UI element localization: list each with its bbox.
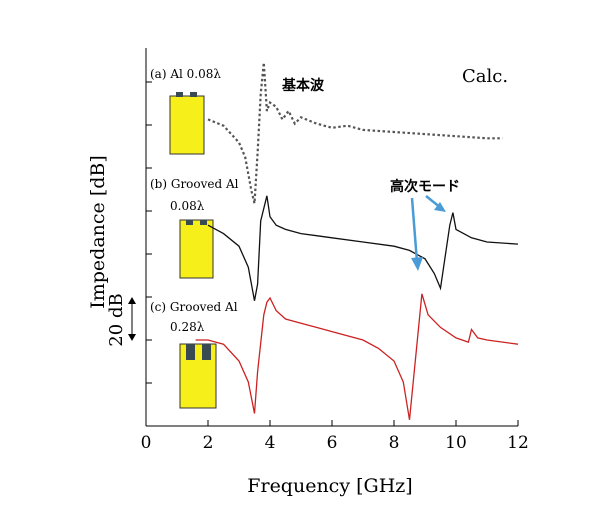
x-tick-label: 8 (389, 433, 400, 453)
annotation-fundamental: 基本波 (282, 77, 325, 94)
x-tick-label: 2 (203, 433, 214, 453)
scale-bar-arrow-down (128, 334, 136, 341)
x-tick-label: 10 (445, 433, 467, 453)
device-schematic-b-icon (179, 219, 214, 279)
x-tick-label: 4 (265, 433, 276, 453)
device-schematic-c-icon (179, 343, 217, 409)
series-curves (195, 62, 519, 420)
x-tick-label: 12 (507, 433, 529, 453)
annotation-higher-mode: 高次モード (390, 178, 460, 195)
series-label-c-line1: (c) Grooved Al (150, 300, 238, 314)
series-line-b (207, 195, 519, 301)
series-label-b-line2: 0.08λ (170, 199, 205, 213)
scale-bar: 20 dB (106, 293, 136, 347)
x-ticks: 0 2 4 6 8 10 12 (141, 420, 529, 453)
x-axis-label: Frequency [GHz] (247, 475, 412, 497)
scale-bar-label: 20 dB (106, 293, 127, 346)
y-ticks (146, 81, 152, 427)
y-axis-label: Impedance [dB] (87, 155, 109, 309)
corner-label: Calc. (462, 66, 508, 87)
series-label-c-line2: 0.28λ (170, 320, 205, 334)
higher-mode-arrow-1 (410, 197, 423, 271)
x-tick-label: 0 (141, 433, 152, 453)
series-label-b-line1: (b) Grooved Al (150, 177, 239, 191)
x-tick-label: 6 (327, 433, 338, 453)
series-line-c (195, 293, 519, 420)
device-schematic-a-icon (169, 92, 205, 155)
scale-bar-arrow-up (128, 297, 136, 304)
higher-mode-arrow-2 (425, 195, 446, 212)
series-line-a (207, 62, 503, 204)
series-label-a: (a) Al 0.08λ (150, 67, 221, 81)
